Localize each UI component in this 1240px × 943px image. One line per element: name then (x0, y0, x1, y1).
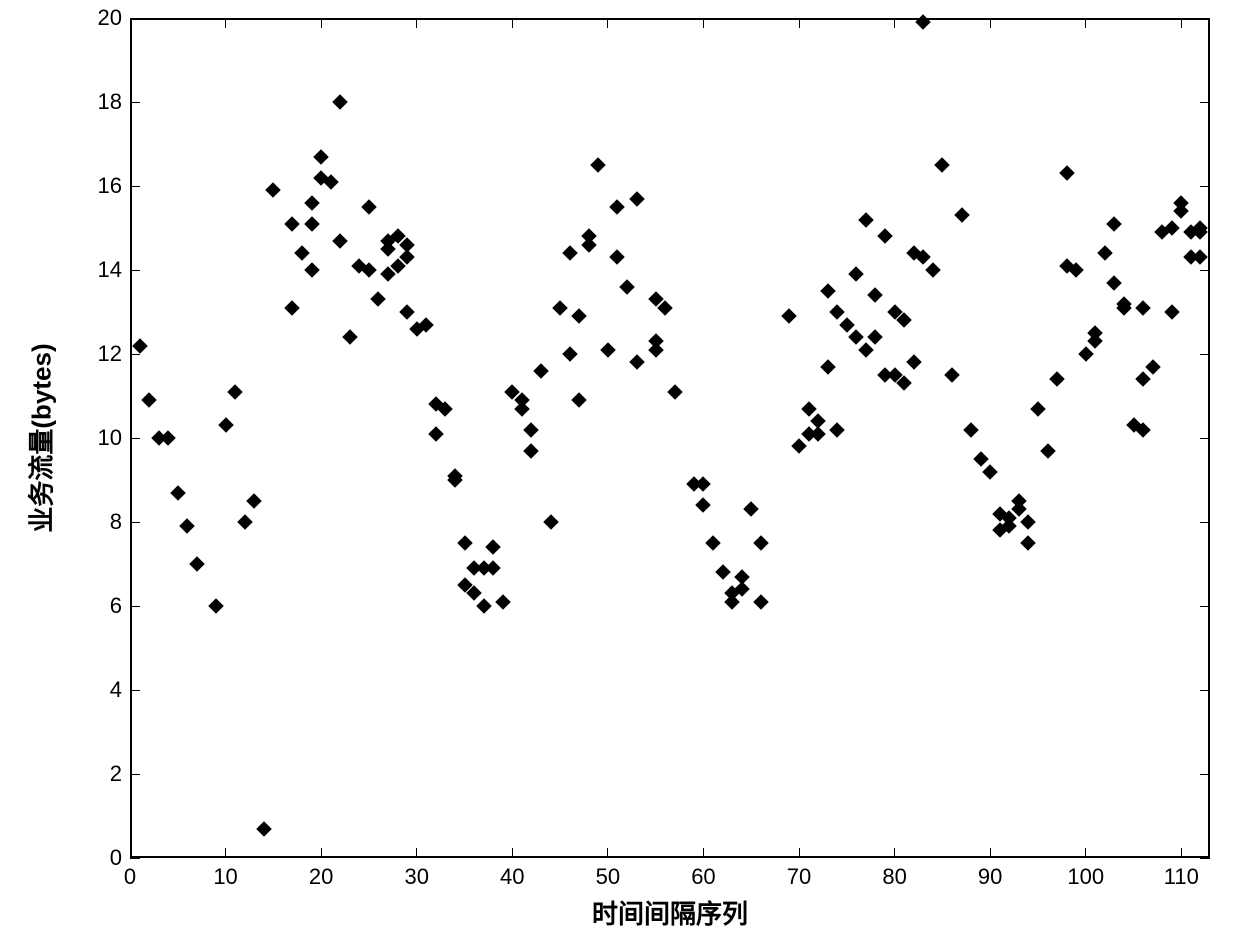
scatter-chart: 0 10 20 30 40 50 60 70 80 90 100 110 0 2 4 6 8 10 12 14 16 18… (0, 0, 1240, 943)
y-tick (1200, 522, 1210, 523)
x-tick (1085, 18, 1086, 28)
y-tick (130, 438, 140, 439)
x-tick-label: 110 (1164, 864, 1199, 890)
y-tick (1200, 858, 1210, 859)
x-tick (512, 18, 513, 28)
y-tick (1200, 102, 1210, 103)
x-tick-label: 80 (882, 864, 906, 890)
x-tick (990, 18, 991, 28)
y-tick-label: 6 (90, 593, 122, 619)
x-tick-label: 0 (124, 864, 136, 890)
x-tick (321, 848, 322, 858)
y-tick (1200, 186, 1210, 187)
x-tick (225, 848, 226, 858)
x-tick (607, 848, 608, 858)
x-tick (225, 18, 226, 28)
y-tick (130, 102, 140, 103)
x-axis-label: 时间间隔序列 (592, 894, 748, 931)
y-tick (130, 270, 140, 271)
y-tick-label: 16 (90, 173, 122, 199)
y-tick-label: 14 (90, 257, 122, 283)
y-tick (130, 606, 140, 607)
x-tick-label: 100 (1067, 864, 1104, 890)
x-tick-label: 40 (500, 864, 524, 890)
x-tick (990, 848, 991, 858)
x-tick-label: 90 (978, 864, 1002, 890)
y-tick (1200, 18, 1210, 19)
y-tick (130, 774, 140, 775)
y-tick (130, 354, 140, 355)
x-tick (416, 848, 417, 858)
y-tick (130, 690, 140, 691)
x-tick (321, 18, 322, 28)
y-tick-label: 0 (90, 845, 122, 871)
x-tick (894, 18, 895, 28)
y-tick-label: 2 (90, 761, 122, 787)
x-tick-label: 20 (309, 864, 333, 890)
y-tick (130, 186, 140, 187)
y-tick-label: 20 (90, 5, 122, 31)
y-tick (1200, 270, 1210, 271)
y-tick (1200, 690, 1210, 691)
x-tick (703, 848, 704, 858)
y-tick (1200, 438, 1210, 439)
y-tick-label: 10 (90, 425, 122, 451)
y-axis-label: 业务流量(bytes) (22, 343, 59, 532)
x-tick (1085, 848, 1086, 858)
x-tick (1181, 18, 1182, 28)
y-tick-label: 18 (90, 89, 122, 115)
x-tick (512, 848, 513, 858)
plot-area (130, 18, 1210, 858)
x-tick-label: 70 (787, 864, 811, 890)
y-tick (130, 858, 140, 859)
y-tick-label: 8 (90, 509, 122, 535)
x-tick-label: 10 (213, 864, 237, 890)
x-tick (1181, 848, 1182, 858)
x-tick (894, 848, 895, 858)
y-tick-label: 4 (90, 677, 122, 703)
x-tick (416, 18, 417, 28)
x-tick (607, 18, 608, 28)
x-tick-label: 50 (596, 864, 620, 890)
y-tick (130, 18, 140, 19)
x-tick (130, 18, 131, 28)
x-tick-label: 30 (404, 864, 428, 890)
y-tick (1200, 606, 1210, 607)
x-tick (130, 848, 131, 858)
y-tick (1200, 354, 1210, 355)
y-tick (1200, 774, 1210, 775)
x-tick (799, 848, 800, 858)
x-tick-label: 60 (691, 864, 715, 890)
y-tick-label: 12 (90, 341, 122, 367)
y-tick (130, 522, 140, 523)
x-tick (703, 18, 704, 28)
x-tick (799, 18, 800, 28)
